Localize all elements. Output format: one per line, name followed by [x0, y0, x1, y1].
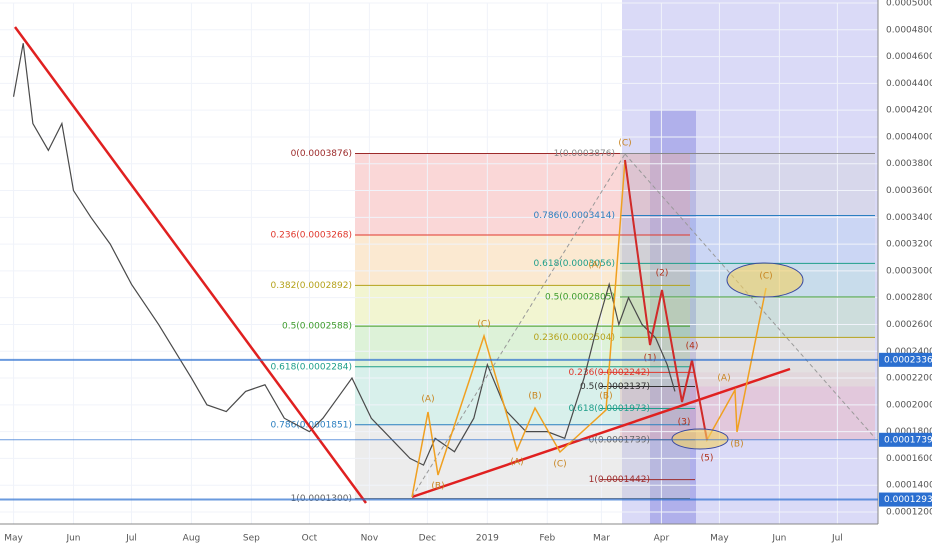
wave-label: (3)	[678, 418, 691, 428]
time-zone	[622, 0, 878, 524]
fib-label: 0.786(0.0003414)	[534, 211, 615, 221]
y-tick-label: 0.0003200	[886, 240, 932, 250]
fib-label: 0.382(0.0002892)	[271, 281, 352, 291]
wave-label: (A)	[588, 261, 601, 271]
x-tick-label: Jun	[771, 534, 786, 544]
wave-label: (C)	[618, 139, 631, 149]
price-tag-box	[879, 492, 932, 507]
target-zone	[671, 428, 729, 450]
wave-label: (B)	[599, 392, 612, 402]
trendline	[411, 367, 791, 499]
y-tick-label: 0.0002800	[886, 293, 932, 303]
target-zone	[726, 262, 804, 298]
price-tag: 0.0002336	[884, 355, 932, 365]
x-tick-label: Jul	[831, 534, 843, 544]
fib-zone	[620, 215, 875, 264]
y-tick-label: 0.0002200	[886, 374, 932, 384]
fib-label: 1(0.0001442)	[589, 475, 650, 485]
y-tick-label: 0.0003000	[886, 266, 932, 276]
wave-label: (1)	[644, 354, 657, 364]
x-tick-label: Aug	[183, 534, 201, 544]
price-tag-box	[879, 352, 932, 367]
time-zone	[650, 110, 696, 524]
wave-path	[411, 159, 626, 498]
x-tick-label: Apr	[654, 534, 670, 544]
price-line	[12, 43, 676, 466]
price-tag: 0.0001293	[884, 495, 932, 505]
x-tick-label: Sep	[243, 534, 260, 544]
wave-label: (5)	[701, 454, 714, 464]
wave-label: (A)	[421, 395, 434, 405]
fib-label: 0.618(0.0002284)	[271, 362, 352, 372]
y-tick-label: 0.0004400	[886, 79, 932, 89]
wave-label: (2)	[656, 269, 669, 279]
x-tick-label: Nov	[361, 534, 379, 544]
x-tick-label: Dec	[419, 534, 436, 544]
fib-label: 0.5(0.0002805)	[545, 293, 615, 303]
price-tag-box	[879, 432, 932, 447]
y-tick-label: 0.0003800	[886, 159, 932, 169]
x-tick-label: Feb	[539, 534, 555, 544]
x-tick-label: Oct	[302, 534, 318, 544]
y-tick-label: 0.0001800	[886, 427, 932, 437]
wave-label: (C)	[477, 320, 490, 330]
price-tag: 0.0001739	[884, 435, 932, 445]
fib-label: 0.5(0.0002137)	[580, 382, 650, 392]
wave-label: (B)	[431, 482, 444, 492]
wave-label: (B)	[528, 392, 541, 402]
x-tick-label: Jul	[125, 534, 137, 544]
y-tick-label: 0.0003600	[886, 186, 932, 196]
y-tick-label: 0.0005000	[886, 0, 932, 9]
trendline	[13, 26, 368, 504]
fib-label: 0.236(0.0002504)	[534, 333, 615, 343]
y-tick-label: 0.0002600	[886, 320, 932, 330]
wave-path	[624, 159, 708, 441]
wave-label: (4)	[686, 342, 699, 352]
fib-label: 0.618(0.0003056)	[534, 259, 615, 269]
y-tick-label: 0.0002400	[886, 347, 932, 357]
y-tick-label: 0.0002000	[886, 400, 932, 410]
fib-zone	[355, 366, 690, 425]
fib-diagonal	[411, 153, 626, 498]
y-tick-label: 0.0001600	[886, 454, 932, 464]
fib-label: 0.618(0.0001973)	[569, 404, 650, 414]
fib-label: 0.236(0.0003268)	[271, 230, 352, 240]
fib-label: 0.786(0.0001851)	[271, 420, 352, 430]
wave-label: (B)	[730, 440, 743, 450]
wave-label: (A)	[510, 458, 523, 468]
x-tick-label: 2019	[476, 534, 499, 544]
x-tick-label: May	[710, 534, 729, 544]
fib-zone	[620, 297, 875, 338]
y-tick-label: 0.0004000	[886, 132, 932, 142]
wave-label: (C)	[759, 272, 772, 282]
y-tick-label: 0.0001200	[886, 508, 932, 518]
wave-label: (A)	[717, 374, 730, 384]
y-tick-label: 0.0004200	[886, 106, 932, 116]
fib-zone	[355, 234, 690, 286]
x-tick-label: Mar	[593, 534, 610, 544]
y-tick-label: 0.0003400	[886, 213, 932, 223]
fib-label: 0.5(0.0002588)	[282, 322, 352, 332]
fib-zone	[355, 285, 690, 327]
y-tick-label: 0.0004800	[886, 25, 932, 35]
fib-label: 0(0.0003876)	[291, 149, 352, 159]
y-tick-label: 0.0001400	[886, 481, 932, 491]
x-tick-label: May	[4, 534, 23, 544]
fib-zone	[620, 153, 875, 216]
y-tick-label: 0.0004600	[886, 52, 932, 62]
fib-label: 1(0.0003876)	[554, 149, 615, 159]
wave-label: (C)	[553, 460, 566, 470]
x-tick-label: Jun	[65, 534, 80, 544]
fib-zone	[620, 408, 875, 440]
